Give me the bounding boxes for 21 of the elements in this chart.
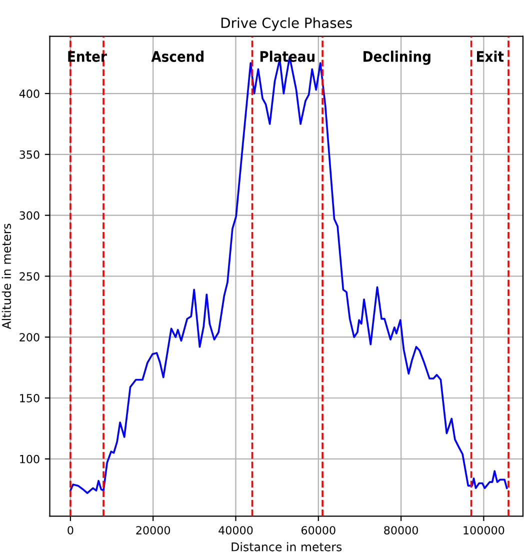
- annotation: Ascend: [151, 50, 204, 62]
- x-tick-label: 80000: [384, 526, 418, 534]
- y-tick-label: 200: [20, 333, 40, 342]
- annotation: Declining: [364, 50, 430, 65]
- y-tick-label: 100: [20, 454, 40, 464]
- y-tick-label: 300: [20, 211, 40, 220]
- x-tick-label: 0: [68, 526, 74, 534]
- y-tick-label: 350: [20, 150, 40, 159]
- x-tick-label: 100000: [464, 526, 504, 534]
- annotation: Exit: [477, 50, 504, 62]
- y-axis-title: Altitude in meters: [2, 224, 12, 330]
- chart-title: Drive Cycle Phases: [221, 17, 352, 31]
- y-tick-label: 150: [20, 394, 40, 402]
- annotation: Enter: [68, 51, 107, 62]
- y-tick-label: 250: [20, 272, 40, 281]
- x-tick-label: 40000: [218, 526, 253, 534]
- x-axis-title: Distance in meters: [232, 542, 342, 552]
- y-tick-label: 400: [19, 89, 40, 98]
- x-tick-label: 20000: [136, 526, 170, 534]
- x-tick-label: 60000: [301, 526, 336, 534]
- annotation: Plateau: [260, 50, 314, 62]
